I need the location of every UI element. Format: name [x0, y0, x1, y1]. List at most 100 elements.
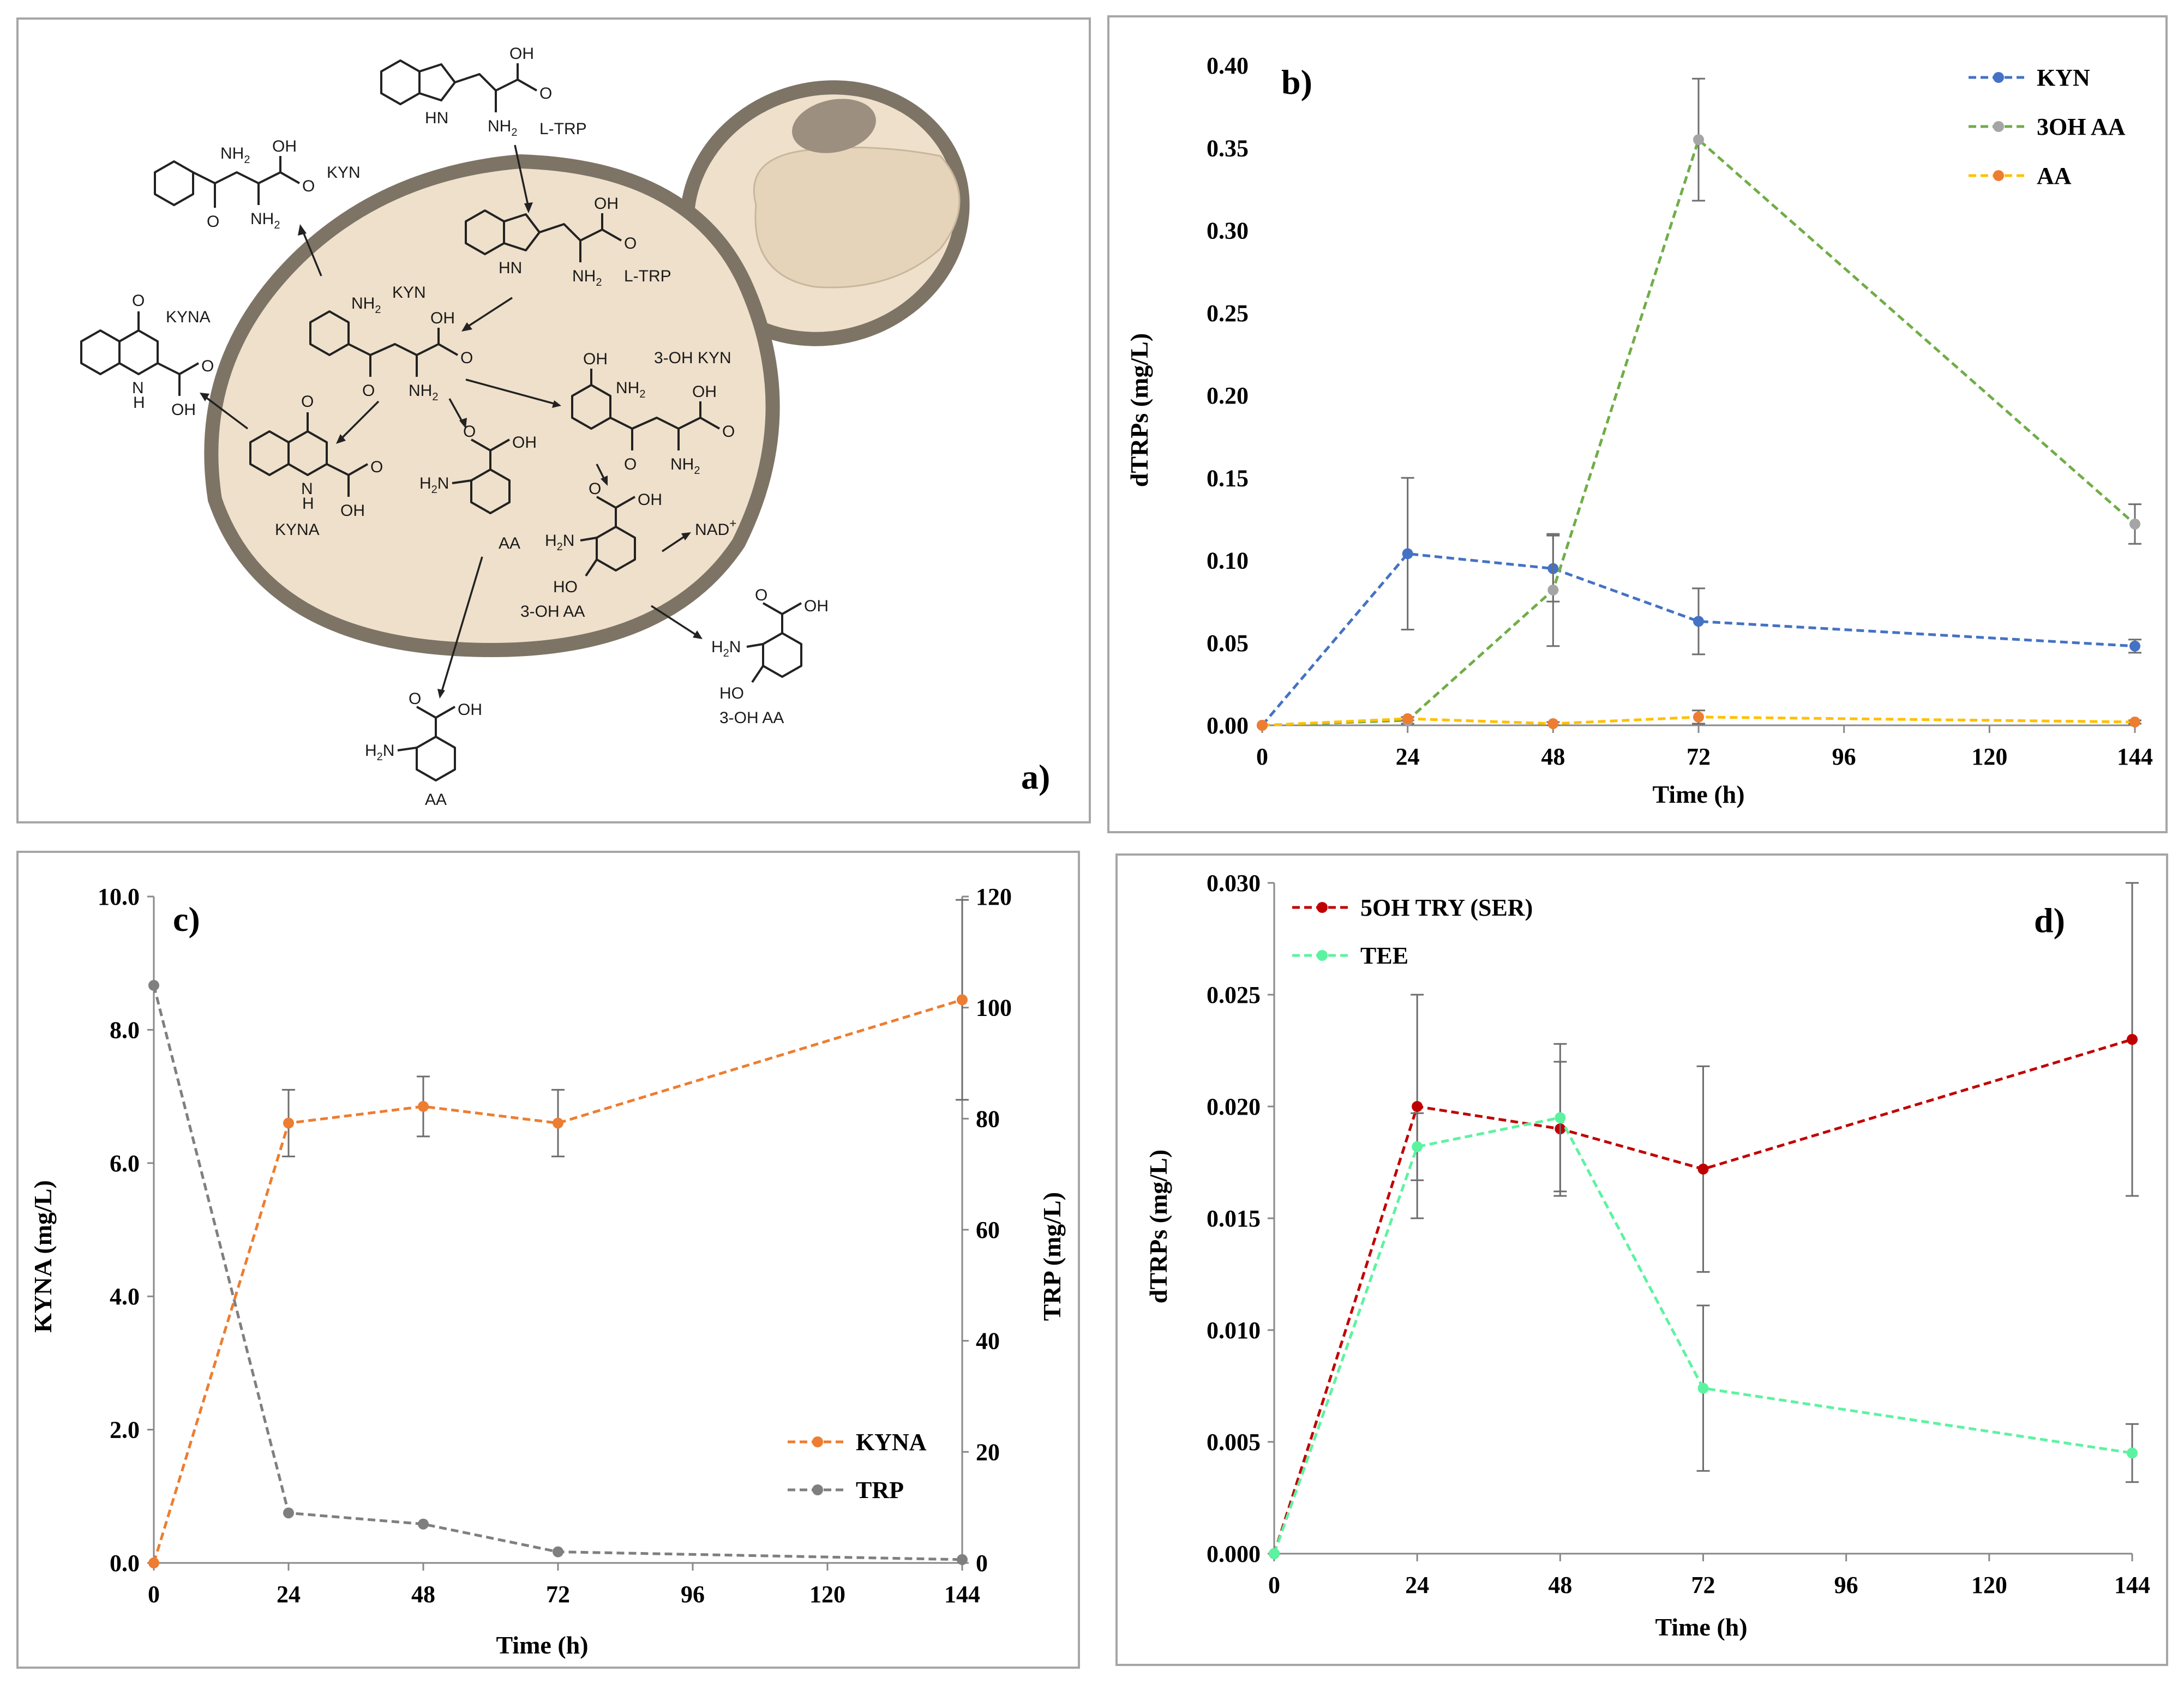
kyn-outside-nh2: NH2: [220, 145, 250, 166]
data-point-kyna: [418, 1100, 429, 1112]
data-point-5oh-try-ser: [1697, 1163, 1709, 1175]
y-tick-label: 0.15: [1207, 465, 1249, 491]
y-right-tick-label: 120: [976, 883, 1012, 910]
kyn-inside-o: O: [460, 349, 473, 367]
aa-inside-structure: OH O H2N: [419, 423, 537, 514]
x-tick-label: 96: [681, 1581, 705, 1608]
legend-label: TRP: [856, 1477, 904, 1503]
aa-outside-oh: OH: [458, 701, 482, 719]
y-tick-label: 0.20: [1207, 382, 1249, 409]
ohkyn-structure: OH NH2 OH O O NH2: [571, 350, 735, 477]
kyn-inside-structure: NH2 OH O O NH2: [309, 294, 473, 403]
data-point-aa: [2129, 716, 2140, 727]
ohaa-outside-h2n: H2N: [711, 638, 741, 659]
legend-item-tee: TEE: [1292, 942, 1408, 969]
y-tick-label: 0.020: [1207, 1093, 1261, 1120]
kyna-outside-oh: OH: [171, 401, 196, 419]
chart-b-xlabel: Time (h): [1652, 780, 1744, 808]
arrow-trp-uptake: [514, 145, 530, 208]
data-point-5oh-try-ser: [1412, 1101, 1423, 1112]
nad-label: NAD+: [695, 516, 736, 539]
data-point-aa: [1257, 720, 1268, 731]
legend-swatch-marker: [1317, 902, 1328, 913]
x-tick-label: 24: [277, 1581, 301, 1608]
x-tick-label: 48: [1548, 1572, 1572, 1598]
ohaa-outside-o: O: [755, 586, 767, 604]
chart-d-ylabel: dTRPs (mg/L): [1144, 1150, 1172, 1303]
kyna-inside-oh: OH: [340, 502, 365, 520]
data-point-kyn: [1402, 548, 1413, 560]
y-tick-label: 0.000: [1207, 1541, 1261, 1567]
data-point-trp: [418, 1518, 429, 1530]
legend-label: TEE: [1360, 942, 1408, 969]
ltrp-inside-hn: HN: [499, 259, 522, 277]
kyna-outside-o: O: [132, 292, 145, 310]
x-tick-label: 72: [1691, 1572, 1715, 1598]
x-tick-label: 144: [944, 1581, 980, 1608]
ohkyn-oh: OH: [583, 350, 608, 368]
x-tick-label: 96: [1832, 743, 1856, 770]
kyna-inside-structure: O O OH N H: [249, 393, 383, 520]
ohaa-inside-o: O: [589, 480, 601, 498]
data-point-5oh-try-ser: [2127, 1034, 2138, 1045]
arrow-3ohaa-to-nad: [662, 534, 687, 552]
y-tick-label: 0.10: [1207, 548, 1249, 574]
kyn-inside-label: KYN: [392, 284, 426, 302]
pathway-diagram-panel: OH O NH2 HN L-TRP OH O NH2 HN L-TRP NH2 …: [16, 17, 1091, 823]
aa-inside-h2n: H2N: [419, 474, 449, 496]
kyna-outside-h: H: [133, 394, 145, 412]
y-right-tick-label: 80: [976, 1105, 1000, 1132]
data-point-aa: [1547, 718, 1559, 729]
chart-c: 0 24 48 72 96 120 144 0.0 2.0 4.0 6.0 8.0 10.0 0 20 4…: [29, 883, 1066, 1659]
legend-swatch-marker: [1317, 950, 1328, 961]
ohaa-outside-structure: OH O H2N HO: [711, 586, 829, 702]
kyn-outside-oh: OH: [272, 137, 297, 155]
kyn-inside-oh: OH: [430, 309, 455, 327]
arrow-kyn-to-3ohkyn: [465, 378, 556, 405]
data-point-tee: [2127, 1447, 2138, 1459]
legend-label: 5OH TRY (SER): [1360, 894, 1533, 921]
kyna-inside-n: N: [301, 480, 313, 498]
data-point-tee: [1412, 1141, 1423, 1152]
ohkyn-nh2: NH2: [616, 379, 645, 400]
x-tick-label: 120: [1971, 743, 2007, 770]
y-tick-label: 0.35: [1207, 135, 1249, 161]
arrow-3ohaa-export: [651, 605, 698, 637]
x-tick-label: 0: [148, 1581, 160, 1608]
data-point-trp: [148, 979, 159, 991]
y-tick-label: 10.0: [98, 883, 140, 910]
y-tick-label: 0.40: [1207, 52, 1249, 79]
arrow-kyn-export: [301, 229, 322, 276]
data-point-kyn: [1693, 616, 1704, 627]
ltrp-outside-nh2: NH2: [488, 117, 517, 139]
legend-swatch-marker: [1993, 170, 2004, 181]
chart-c-panel: 0 24 48 72 96 120 144 0.0 2.0 4.0 6.0 8.0 10.0 0 20 4…: [16, 851, 1080, 1669]
ltrp-inside-label: L-TRP: [624, 267, 671, 285]
chart-d-xlabel: Time (h): [1655, 1613, 1747, 1641]
data-point-kyna: [148, 1557, 159, 1568]
y-tick-label: 0.05: [1207, 630, 1249, 657]
y-tick-label: 0.005: [1207, 1429, 1261, 1456]
data-point-kyn: [2129, 640, 2140, 652]
data-point-3oh-aa: [2129, 518, 2140, 530]
legend-label: KYNA: [856, 1429, 927, 1456]
ltrp-outside-label: L-TRP: [539, 120, 587, 138]
chart-d-legend: 5OH TRY (SER) TEE: [1292, 894, 1533, 969]
x-tick-label: 144: [2114, 1572, 2150, 1598]
bud-vacuole: [753, 146, 961, 288]
legend-swatch-marker: [812, 1484, 823, 1495]
kyna-outside-label: KYNA: [166, 308, 211, 326]
y-tick-label: 0.015: [1207, 1205, 1261, 1232]
y-tick-label: 0.00: [1207, 712, 1249, 739]
legend-item-5oh-try-ser: 5OH TRY (SER): [1292, 894, 1533, 921]
aa-inside-label: AA: [499, 534, 520, 552]
chart-b: 0 24 48 72 96 120 144 0.00 0.05 0.10 0.15 0.20 0.25…: [1125, 52, 2153, 808]
y-tick-label: 0.30: [1207, 218, 1249, 244]
legend-item-aa: AA: [1969, 163, 2072, 189]
chart-c-xlabel: Time (h): [496, 1631, 588, 1659]
ohaa-inside-h2n: H2N: [545, 532, 574, 553]
y-right-tick-label: 100: [976, 995, 1012, 1021]
kyna-inside-h: H: [302, 495, 314, 513]
ohaa-outside-label: 3-OH AA: [719, 709, 784, 727]
chart-b-panel: 0 24 48 72 96 120 144 0.00 0.05 0.10 0.15 0.20 0.25…: [1107, 15, 2168, 833]
